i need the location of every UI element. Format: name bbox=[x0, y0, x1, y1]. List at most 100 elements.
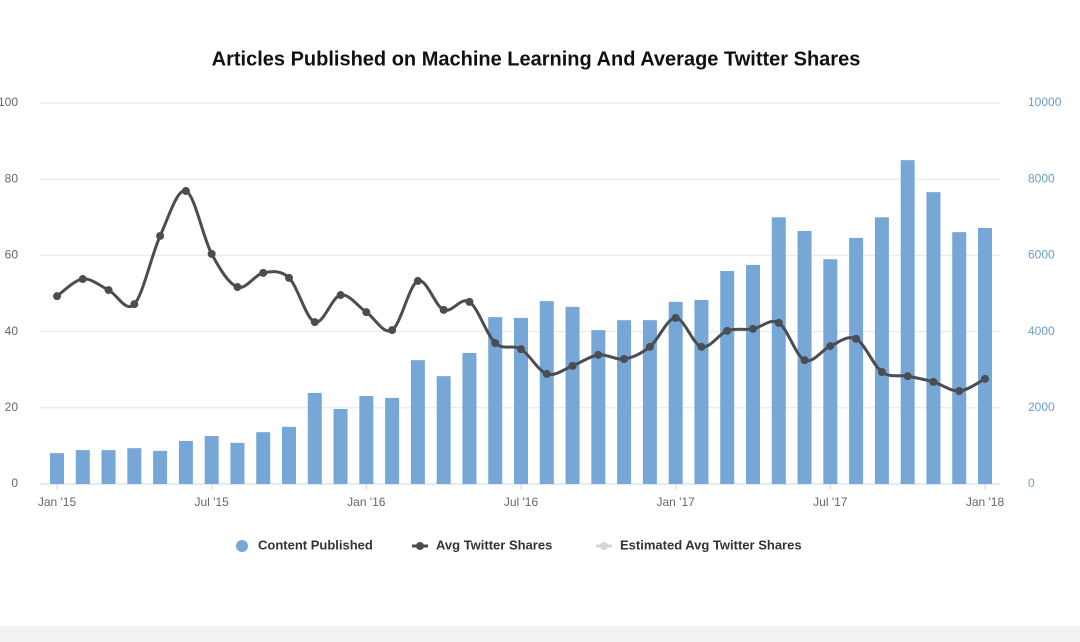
point bbox=[336, 291, 345, 300]
bar bbox=[488, 317, 503, 484]
bar bbox=[50, 453, 64, 484]
point bbox=[620, 355, 629, 364]
bar bbox=[720, 271, 735, 484]
footer-strip bbox=[0, 626, 1080, 642]
point bbox=[465, 297, 474, 306]
point bbox=[877, 367, 886, 376]
point bbox=[929, 377, 938, 386]
y-tick-label: 60 bbox=[5, 248, 19, 262]
point bbox=[774, 318, 783, 327]
legend-label: Avg Twitter Shares bbox=[436, 537, 552, 552]
point bbox=[259, 268, 268, 277]
bar bbox=[230, 442, 245, 484]
point bbox=[130, 300, 139, 309]
point bbox=[207, 249, 216, 258]
y2-tick-label: 2000 bbox=[1028, 400, 1055, 414]
y2-tick-label: 4000 bbox=[1028, 324, 1055, 338]
bar bbox=[153, 450, 168, 484]
y2-tick-label: 6000 bbox=[1028, 248, 1055, 262]
bar bbox=[539, 301, 554, 484]
bar bbox=[178, 440, 193, 484]
point bbox=[181, 187, 190, 196]
legend-label: Content Published bbox=[258, 537, 373, 552]
point bbox=[723, 326, 732, 335]
point bbox=[981, 374, 989, 383]
bar bbox=[642, 320, 657, 484]
chart-title: Articles Published on Machine Learning A… bbox=[212, 48, 861, 70]
point bbox=[542, 369, 551, 378]
x-tick-label: Jan '16 bbox=[347, 495, 386, 509]
point bbox=[568, 361, 577, 370]
legend-symbol bbox=[600, 542, 608, 550]
point bbox=[671, 313, 680, 322]
point bbox=[233, 283, 242, 292]
point bbox=[697, 342, 706, 351]
bar bbox=[591, 330, 606, 484]
point bbox=[645, 342, 654, 351]
y-tick-label: 0 bbox=[11, 476, 18, 490]
bar bbox=[101, 450, 116, 484]
point bbox=[749, 324, 757, 333]
y-tick-label: 20 bbox=[5, 400, 19, 414]
bar bbox=[900, 160, 915, 484]
point bbox=[78, 275, 87, 284]
point bbox=[310, 318, 319, 327]
bar bbox=[874, 217, 889, 485]
y2-tick-label: 10000 bbox=[1028, 95, 1062, 109]
x-tick-label: Jul '16 bbox=[504, 495, 539, 509]
x-tick-label: Jul '17 bbox=[813, 495, 848, 509]
point bbox=[156, 231, 165, 240]
point bbox=[826, 342, 835, 351]
point bbox=[439, 305, 448, 314]
point bbox=[285, 273, 293, 282]
point bbox=[903, 372, 912, 381]
point bbox=[594, 350, 603, 359]
bar bbox=[746, 264, 760, 484]
legend-symbol bbox=[236, 540, 248, 552]
bar bbox=[385, 397, 400, 484]
y-tick-label: 40 bbox=[5, 324, 19, 338]
point bbox=[955, 387, 964, 396]
y-tick-label: 80 bbox=[5, 171, 19, 185]
x-tick-label: Jan '15 bbox=[38, 495, 77, 509]
y2-tick-label: 0 bbox=[1028, 476, 1035, 490]
point bbox=[491, 339, 500, 348]
bar bbox=[462, 352, 477, 484]
bar bbox=[771, 217, 786, 485]
bar bbox=[256, 432, 271, 484]
bar bbox=[849, 237, 864, 484]
bar bbox=[127, 448, 142, 484]
point bbox=[852, 334, 861, 343]
bar bbox=[668, 301, 683, 484]
bar bbox=[926, 192, 941, 485]
point bbox=[388, 326, 397, 335]
bar bbox=[436, 376, 451, 484]
point bbox=[104, 286, 113, 295]
x-tick-label: Jan '18 bbox=[966, 495, 1005, 509]
y2-tick-label: 8000 bbox=[1028, 171, 1055, 185]
bar bbox=[333, 408, 348, 484]
bar bbox=[410, 360, 425, 484]
bar bbox=[617, 320, 632, 484]
bar bbox=[952, 232, 967, 484]
bar bbox=[978, 227, 992, 484]
x-tick-label: Jul '15 bbox=[195, 495, 230, 509]
y-tick-label: 100 bbox=[0, 95, 18, 109]
bar bbox=[204, 435, 219, 484]
bar bbox=[823, 259, 838, 484]
point bbox=[53, 292, 61, 301]
bar bbox=[514, 317, 528, 484]
legend-label: Estimated Avg Twitter Shares bbox=[620, 537, 802, 552]
bar bbox=[282, 426, 296, 484]
bar bbox=[359, 395, 374, 484]
point bbox=[362, 308, 371, 317]
point bbox=[413, 276, 422, 285]
x-tick-label: Jan '17 bbox=[657, 495, 696, 509]
point bbox=[800, 356, 809, 365]
bar bbox=[75, 450, 90, 484]
bar bbox=[565, 306, 580, 484]
bar bbox=[694, 299, 709, 484]
legend-symbol bbox=[416, 542, 424, 550]
